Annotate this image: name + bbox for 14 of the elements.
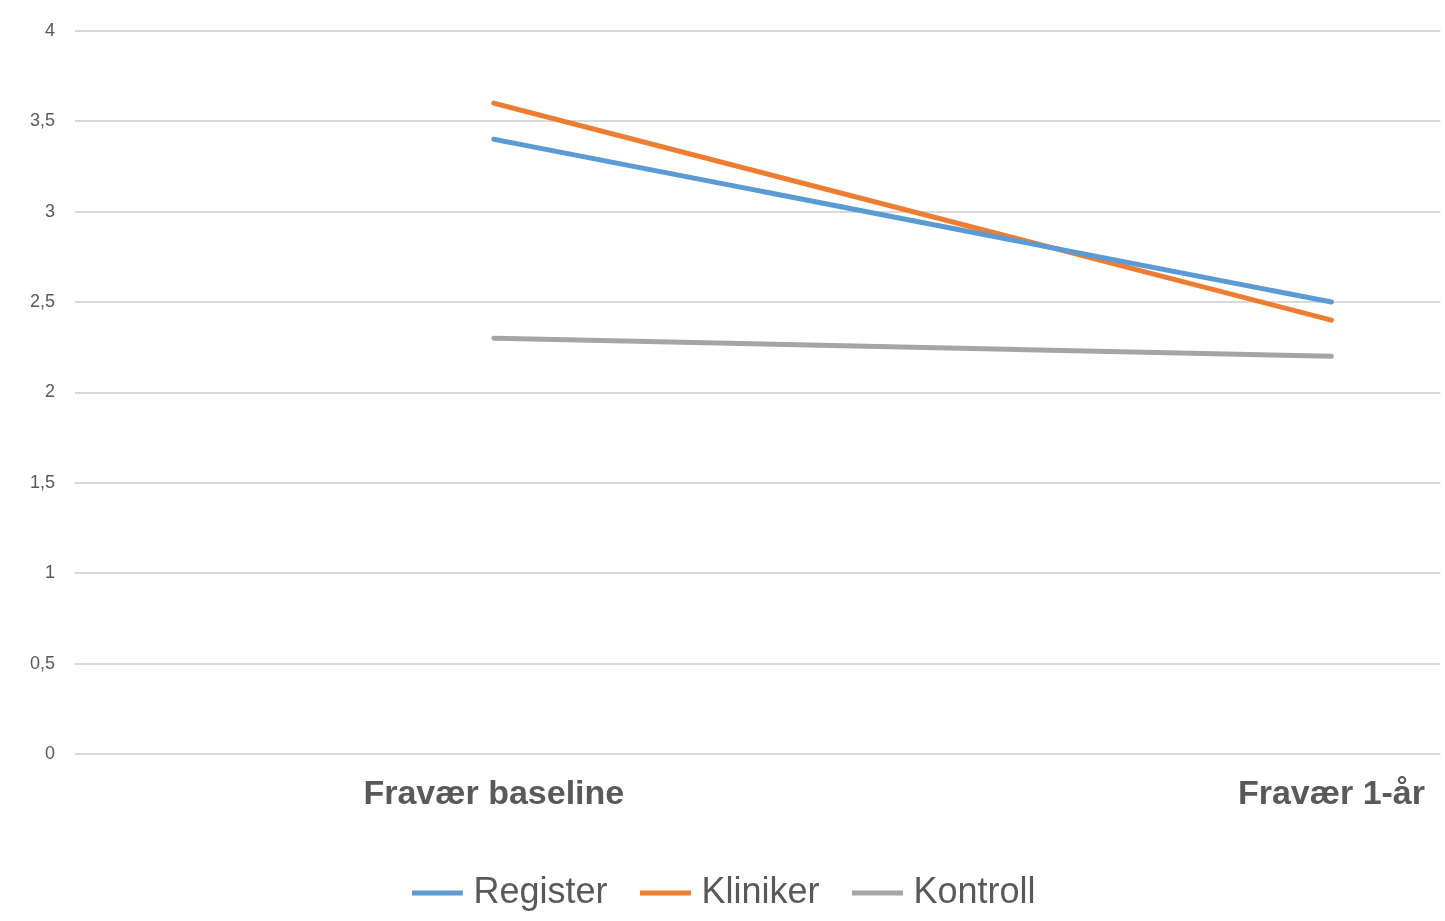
y-tick-label: 0,5 <box>29 652 56 673</box>
legend-label: Kontroll <box>913 869 1036 911</box>
y-tick-label: 3 <box>45 200 56 221</box>
y-tick-label: 2 <box>45 381 56 402</box>
y-tick-label: 0 <box>45 743 56 764</box>
y-tick-label: 3,5 <box>29 110 56 131</box>
legend-label: Register <box>473 869 608 911</box>
x-tick-label: Fravær baseline <box>363 772 625 811</box>
legend-label: Kliniker <box>701 869 820 911</box>
y-tick-label: 4 <box>45 19 56 40</box>
y-tick-label: 2,5 <box>29 291 56 312</box>
y-tick-label: 1 <box>45 562 56 583</box>
y-tick-label: 1,5 <box>29 471 56 492</box>
x-tick-label: Fravær 1-år <box>1237 772 1425 811</box>
